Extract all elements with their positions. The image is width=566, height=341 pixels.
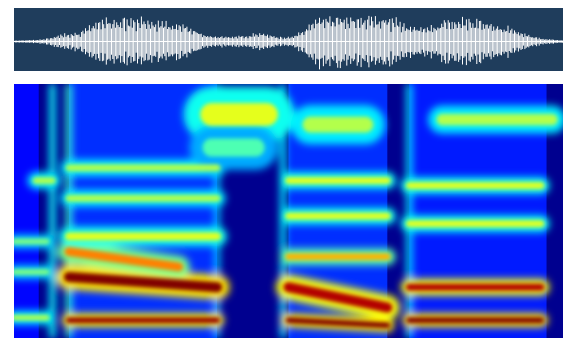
waveform-plot — [14, 15, 563, 70]
spectrogram-band — [285, 317, 391, 329]
spectrogram-onset — [406, 84, 413, 338]
spectrogram-heatmap — [14, 84, 563, 338]
waveform-panel — [14, 8, 563, 71]
spectrogram-band — [63, 271, 223, 293]
spectrogram-onset — [214, 84, 221, 338]
spectrogram-onset — [65, 84, 72, 338]
spectrogram-voiced-region — [14, 84, 39, 338]
spectrogram-band — [64, 247, 184, 272]
spectrogram-band — [283, 282, 393, 313]
spectrogram-onset — [49, 84, 56, 338]
spectrogram-panel — [14, 84, 563, 338]
